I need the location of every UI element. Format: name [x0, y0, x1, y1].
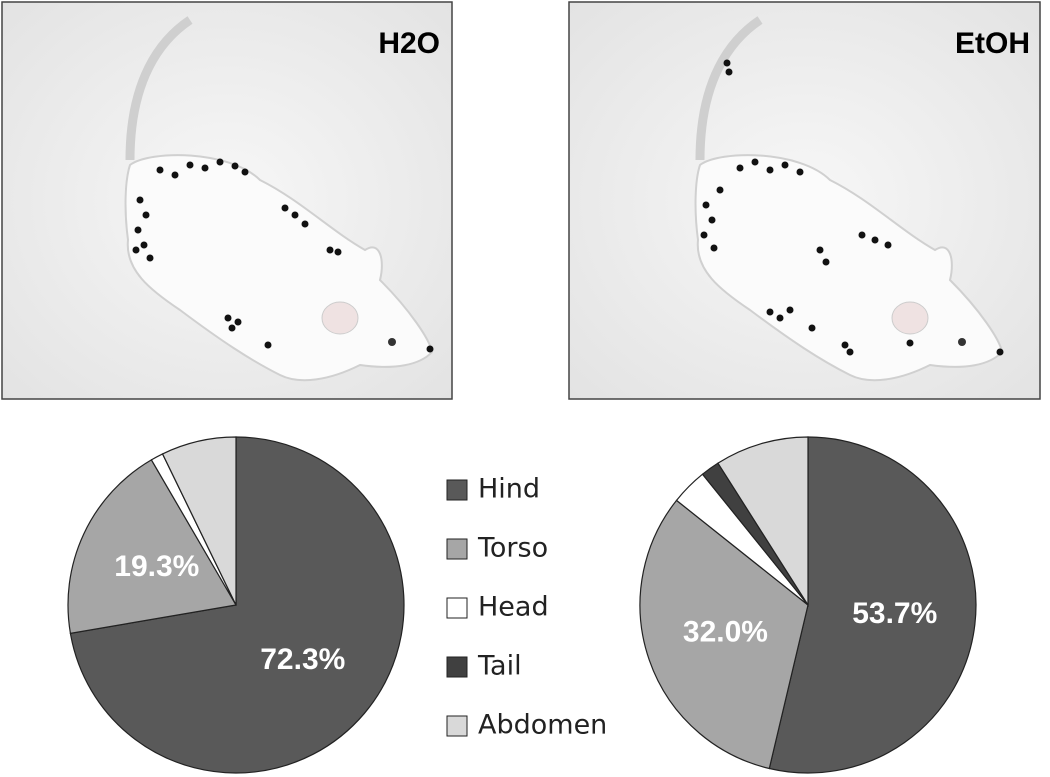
legend-label: Torso — [477, 533, 548, 564]
legend-label: Abdomen — [478, 710, 607, 741]
legend-swatch — [446, 538, 468, 560]
touch-dots — [700, 59, 1004, 356]
panel-label: EtOH — [955, 27, 1030, 60]
legend-label: Hind — [478, 474, 540, 505]
pie-slice — [161, 436, 237, 606]
pie-slice — [768, 436, 977, 774]
pie-slice — [67, 459, 237, 635]
legend-label: Tail — [477, 651, 522, 682]
pie-slice — [717, 436, 809, 608]
panel-etoh: EtOH — [568, 1, 1041, 400]
legend-swatch — [446, 597, 468, 619]
touch-dots — [132, 158, 434, 353]
legend-swatch — [446, 715, 468, 737]
slice-label: 19.3% — [114, 550, 199, 583]
legend-swatch — [446, 656, 468, 678]
pie-slice — [69, 436, 405, 774]
panel-label: H2O — [378, 27, 440, 60]
slice-label: 53.7% — [852, 597, 937, 630]
panel-h2o: H2O — [1, 1, 453, 400]
slice-label: 72.3% — [260, 643, 345, 676]
slice-label: 32.0% — [683, 615, 768, 648]
legend-label: Head — [478, 592, 549, 623]
pie-slice — [639, 499, 809, 770]
legend-swatch — [446, 479, 468, 501]
